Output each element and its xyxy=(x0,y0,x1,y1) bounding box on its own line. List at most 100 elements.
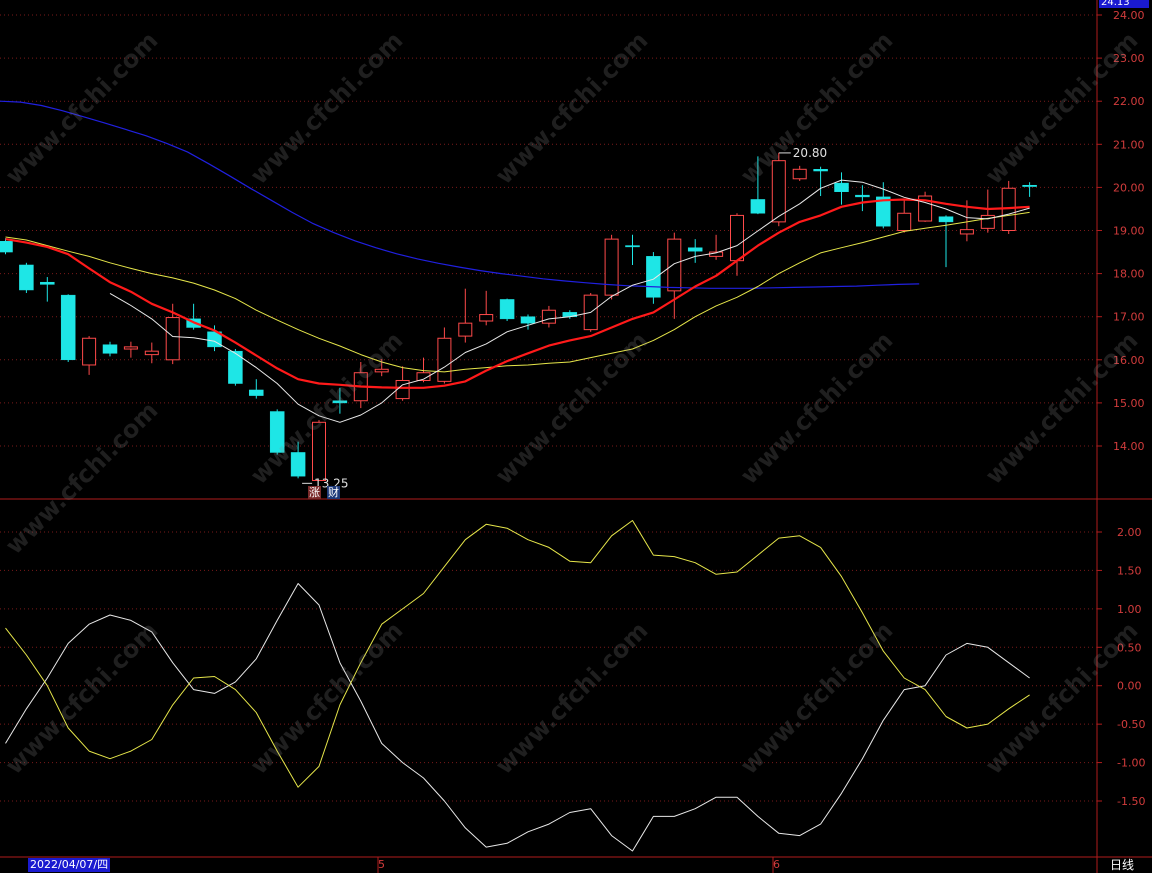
osc-white-line xyxy=(5,583,1030,852)
candle-body xyxy=(416,372,431,381)
candle-body xyxy=(123,346,138,350)
candlestick-panel[interactable] xyxy=(0,152,1037,481)
price-tick-label: 15.00 xyxy=(1113,397,1145,410)
osc-tick-label: 0.00 xyxy=(1117,680,1142,693)
osc-tick-label: 1.50 xyxy=(1117,564,1142,577)
candle-body xyxy=(499,299,515,320)
candle-body xyxy=(730,214,744,262)
candle xyxy=(249,379,264,399)
candle-body xyxy=(604,238,619,296)
candle-body xyxy=(813,169,828,172)
candle xyxy=(771,152,786,227)
candle-body xyxy=(249,389,264,396)
high-price-label: 20.80 xyxy=(793,146,827,160)
candle-body xyxy=(395,379,410,400)
candle-body xyxy=(667,238,682,292)
badge-zhang[interactable]: 涨 xyxy=(308,486,321,499)
candle-body xyxy=(40,281,55,285)
candle-body xyxy=(771,160,786,223)
candle xyxy=(123,341,138,358)
candle xyxy=(646,252,661,304)
candle-body xyxy=(19,264,34,291)
month-label-may: 5 xyxy=(378,858,385,871)
candle-body xyxy=(834,182,849,192)
candle-body xyxy=(144,350,159,356)
candle-body xyxy=(165,317,180,361)
price-tick-label: 19.00 xyxy=(1113,225,1145,238)
price-tick-label: 17.00 xyxy=(1113,311,1145,324)
candle xyxy=(60,294,76,362)
candle-body xyxy=(290,452,306,477)
candle xyxy=(499,298,515,322)
osc-yellow-line xyxy=(5,520,1030,788)
candle xyxy=(290,441,306,479)
candle xyxy=(228,349,243,386)
osc-tick-label: 1.00 xyxy=(1117,603,1142,616)
candle xyxy=(897,200,912,233)
candle xyxy=(416,357,431,383)
candle xyxy=(834,172,849,205)
osc-tick-label: -1.00 xyxy=(1117,757,1145,770)
candle-body xyxy=(938,216,954,223)
candle xyxy=(395,366,410,401)
candle xyxy=(312,420,326,481)
candle xyxy=(709,234,724,260)
month-label-june: 6 xyxy=(773,858,780,871)
ma-red-line xyxy=(5,198,1030,389)
ma-blue-line xyxy=(0,100,920,289)
price-tick-label: 18.00 xyxy=(1113,268,1145,281)
price-tick-label: 23.00 xyxy=(1113,52,1145,65)
osc-tick-label: -1.50 xyxy=(1117,795,1145,808)
oscillator-panel[interactable] xyxy=(5,520,1030,852)
candle-body xyxy=(750,199,766,214)
candle xyxy=(19,262,34,293)
candle xyxy=(269,409,285,455)
ma-white-line xyxy=(109,179,1030,423)
candle xyxy=(40,277,55,302)
candle xyxy=(541,305,556,328)
candle xyxy=(625,234,640,265)
candle xyxy=(876,182,891,229)
candle-body xyxy=(625,245,640,248)
candle xyxy=(332,387,348,414)
candle-body xyxy=(876,196,891,227)
candle-body xyxy=(1022,184,1037,187)
price-tick-label: 16.00 xyxy=(1113,354,1145,367)
candle-body xyxy=(312,421,326,481)
period-label[interactable]: 日线 xyxy=(1110,858,1135,872)
badge-cai[interactable]: 财 xyxy=(327,486,340,499)
candle-body xyxy=(855,194,870,198)
candle xyxy=(687,239,703,263)
price-axis: 24.00 23.00 22.00 21.00 20.00 19.00 18.00 17.00… xyxy=(1097,9,1145,808)
candle-body xyxy=(918,195,933,222)
price-tick-label: 24.00 xyxy=(1113,9,1145,22)
candle-body xyxy=(792,168,807,180)
candle-body xyxy=(897,212,912,231)
ma-yellow-line xyxy=(5,211,1030,373)
price-tick-label: 20.00 xyxy=(1113,181,1145,194)
start-date-label: 2022/04/07/四 xyxy=(28,858,111,872)
candle-body xyxy=(82,337,97,366)
candle xyxy=(792,165,807,181)
moving-average-layer xyxy=(0,100,1030,423)
candle xyxy=(144,342,159,364)
osc-tick-label: -0.50 xyxy=(1117,718,1145,731)
candle-body xyxy=(228,350,243,384)
candle-body xyxy=(959,229,974,235)
candle xyxy=(520,314,536,330)
candle xyxy=(604,234,619,300)
candle-body xyxy=(687,247,703,252)
osc-tick-label: 2.00 xyxy=(1117,526,1142,539)
candle xyxy=(667,232,682,319)
candle xyxy=(730,213,744,276)
candle xyxy=(1022,182,1037,197)
candle xyxy=(855,185,870,212)
candle xyxy=(0,238,13,255)
candle xyxy=(437,327,452,384)
candle xyxy=(479,290,494,326)
candle xyxy=(813,166,828,197)
candle-body xyxy=(437,337,452,382)
candle-body xyxy=(520,316,536,324)
candle-body xyxy=(332,400,348,404)
